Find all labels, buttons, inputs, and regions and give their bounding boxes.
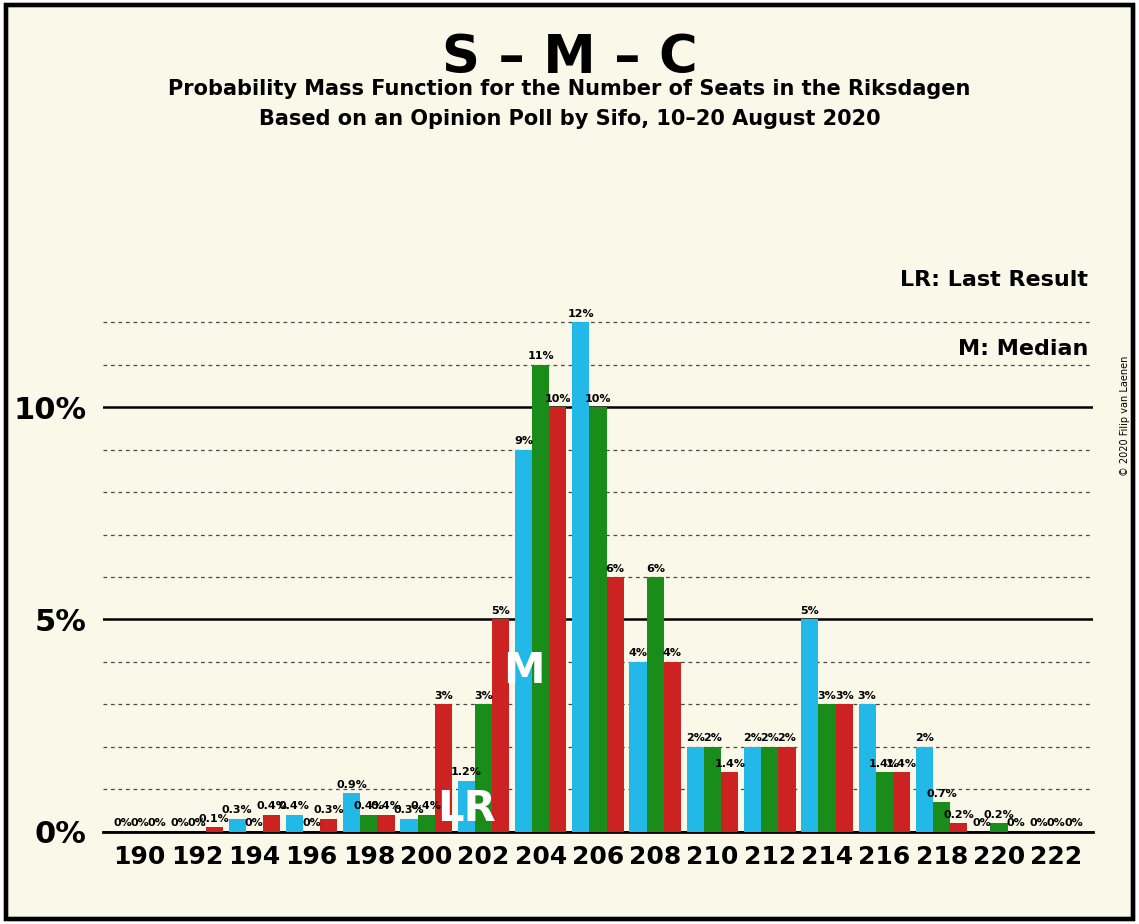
Text: 3%: 3% [835, 691, 853, 701]
Bar [206, 827, 223, 832]
Bar [802, 619, 819, 832]
Bar [933, 802, 950, 832]
Text: 2%: 2% [686, 734, 705, 743]
Bar [572, 322, 589, 832]
Bar [401, 819, 418, 832]
Text: 0.9%: 0.9% [336, 780, 367, 790]
Text: 2%: 2% [778, 734, 796, 743]
Bar [418, 815, 435, 832]
Bar [435, 704, 452, 832]
Text: 0.2%: 0.2% [943, 809, 974, 820]
Text: 0.1%: 0.1% [199, 814, 230, 824]
Bar [343, 794, 360, 832]
Text: © 2020 Filip van Laenen: © 2020 Filip van Laenen [1120, 356, 1130, 476]
Bar [458, 781, 475, 832]
Bar [549, 407, 566, 832]
Text: 5%: 5% [491, 606, 510, 616]
Bar [475, 704, 492, 832]
Bar [664, 662, 681, 832]
Bar [607, 577, 624, 832]
Bar [492, 619, 509, 832]
Text: Based on an Opinion Poll by Sifo, 10–20 August 2020: Based on an Opinion Poll by Sifo, 10–20 … [259, 109, 880, 129]
Bar [761, 747, 778, 832]
Bar [950, 823, 967, 832]
Bar [836, 704, 853, 832]
Text: 11%: 11% [527, 351, 554, 361]
Bar [859, 704, 876, 832]
Text: 3%: 3% [858, 691, 877, 701]
Bar [532, 365, 549, 832]
Bar [916, 747, 933, 832]
Bar [589, 407, 607, 832]
Text: 0%: 0% [302, 819, 321, 828]
Bar [744, 747, 761, 832]
Text: M: Median: M: Median [958, 339, 1089, 359]
Text: 0.7%: 0.7% [926, 788, 957, 798]
Text: 1.2%: 1.2% [451, 767, 482, 777]
Bar [360, 815, 377, 832]
Text: 6%: 6% [646, 564, 665, 574]
Bar [819, 704, 836, 832]
Text: 0%: 0% [1047, 819, 1066, 828]
Text: 3%: 3% [434, 691, 452, 701]
Text: 0.4%: 0.4% [370, 801, 401, 811]
Text: 0%: 0% [188, 819, 206, 828]
Bar [704, 747, 721, 832]
Text: 0.3%: 0.3% [394, 806, 424, 816]
Text: 5%: 5% [801, 606, 819, 616]
Text: 0.4%: 0.4% [279, 801, 310, 811]
Text: 10%: 10% [584, 394, 612, 404]
Bar [647, 577, 664, 832]
Bar [320, 819, 337, 832]
Text: 0%: 0% [973, 819, 991, 828]
Text: 2%: 2% [743, 734, 762, 743]
Text: 3%: 3% [474, 691, 493, 701]
Text: 2%: 2% [703, 734, 722, 743]
Text: 0%: 0% [245, 819, 263, 828]
Text: 2%: 2% [915, 734, 934, 743]
Text: 10%: 10% [544, 394, 571, 404]
Bar [721, 772, 738, 832]
Bar [263, 815, 280, 832]
Text: 0%: 0% [113, 819, 132, 828]
Text: 0.3%: 0.3% [313, 806, 344, 816]
Bar [286, 815, 303, 832]
Bar [876, 772, 893, 832]
Text: M: M [502, 650, 544, 692]
Bar [630, 662, 647, 832]
Text: 1.4%: 1.4% [886, 759, 917, 769]
Bar [778, 747, 795, 832]
Text: 0.2%: 0.2% [984, 809, 1015, 820]
Bar [229, 819, 246, 832]
Bar [687, 747, 704, 832]
Bar [515, 450, 532, 832]
Text: 0%: 0% [1030, 819, 1048, 828]
Text: 0%: 0% [1064, 819, 1083, 828]
Text: 0%: 0% [171, 819, 189, 828]
Text: 0.4%: 0.4% [411, 801, 442, 811]
Text: LR: Last Result: LR: Last Result [901, 270, 1089, 290]
Text: Probability Mass Function for the Number of Seats in the Riksdagen: Probability Mass Function for the Number… [169, 79, 970, 99]
Text: 0.4%: 0.4% [256, 801, 287, 811]
Text: 2%: 2% [761, 734, 779, 743]
Text: LR: LR [437, 787, 495, 830]
Bar [893, 772, 910, 832]
Bar [377, 815, 394, 832]
Text: 6%: 6% [606, 564, 624, 574]
Text: 1.4%: 1.4% [714, 759, 745, 769]
Bar [990, 823, 1008, 832]
Text: 0%: 0% [1007, 819, 1025, 828]
Text: 0%: 0% [148, 819, 166, 828]
Text: 3%: 3% [818, 691, 836, 701]
Text: 4%: 4% [629, 649, 648, 659]
Text: 1.4%: 1.4% [869, 759, 900, 769]
Text: S – M – C: S – M – C [442, 32, 697, 84]
Text: 12%: 12% [567, 309, 595, 319]
Text: 0.4%: 0.4% [353, 801, 384, 811]
Text: 0.3%: 0.3% [222, 806, 253, 816]
Text: 4%: 4% [663, 649, 682, 659]
Text: 0%: 0% [130, 819, 149, 828]
Text: 9%: 9% [514, 436, 533, 446]
